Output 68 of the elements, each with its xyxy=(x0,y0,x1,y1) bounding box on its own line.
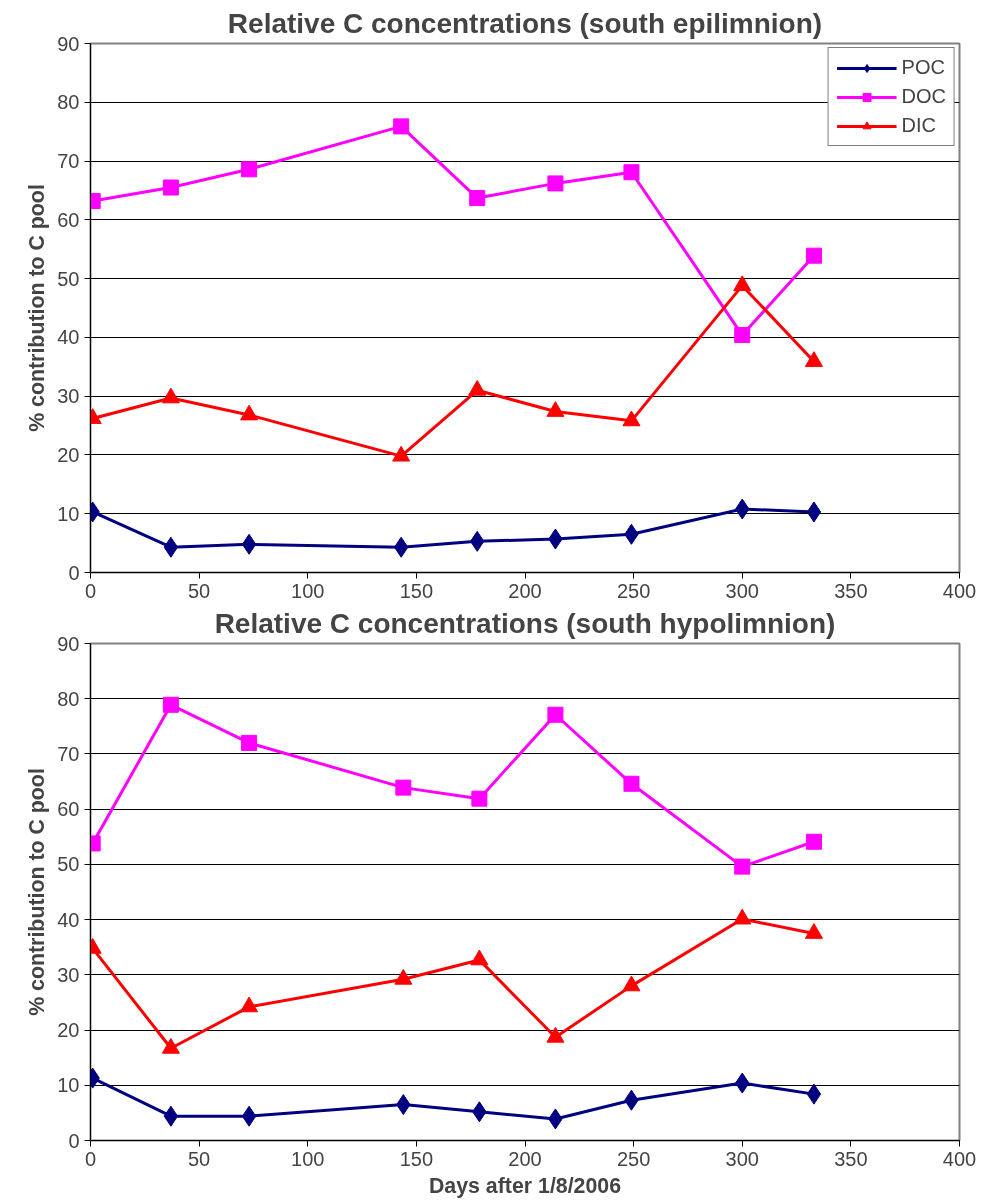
y-tick-label: 20 xyxy=(57,1019,80,1042)
point xyxy=(734,327,751,344)
point xyxy=(241,734,258,751)
x-tick-label: 350 xyxy=(834,1147,868,1170)
x-axis-title: Days after 1/8/2006 xyxy=(428,1173,622,1198)
point xyxy=(241,533,257,555)
point xyxy=(163,1105,179,1127)
point xyxy=(469,190,486,207)
x-tick-label: 200 xyxy=(508,579,542,602)
point xyxy=(805,833,822,850)
point xyxy=(162,179,179,196)
point xyxy=(162,696,179,713)
point xyxy=(547,175,564,192)
y-tick-label: 30 xyxy=(57,963,80,986)
point xyxy=(623,164,640,181)
chart-title: Relative C concentrations (south hypolimnion) xyxy=(214,607,836,639)
x-tick-label: 250 xyxy=(616,1147,651,1170)
x-tick-label: 100 xyxy=(291,579,325,602)
chart-title: Relative C concentrations (south epilimnion) xyxy=(227,7,823,39)
y-tick-label: 80 xyxy=(57,91,80,114)
y-tick-label: 10 xyxy=(57,502,80,525)
y-axis-title: % contribution to C pool xyxy=(25,184,50,432)
y-tick-label: 50 xyxy=(57,267,80,290)
x-tick-label: 400 xyxy=(942,1147,977,1170)
point xyxy=(805,247,822,264)
point xyxy=(623,775,640,792)
y-axis-title: % contribution to C pool xyxy=(25,768,50,1016)
y-tick-label: 70 xyxy=(57,150,80,173)
y-tick-label: 0 xyxy=(68,1129,80,1152)
y-tick-label: 40 xyxy=(57,908,80,931)
point xyxy=(241,1105,257,1127)
x-tick-label: 300 xyxy=(725,579,759,602)
y-tick-label: 80 xyxy=(57,687,80,710)
point xyxy=(806,501,822,523)
point xyxy=(241,161,258,178)
x-tick-label: 0 xyxy=(84,1147,97,1170)
point xyxy=(163,536,179,558)
x-tick-label: 350 xyxy=(834,579,868,602)
y-tick-label: 40 xyxy=(57,326,80,349)
y-tick-label: 60 xyxy=(57,208,80,231)
y-tick-label: 0 xyxy=(68,561,80,584)
point xyxy=(393,118,410,135)
x-tick-label: 50 xyxy=(188,1147,211,1170)
y-tick-label: 10 xyxy=(57,1074,80,1097)
x-tick-label: 250 xyxy=(616,579,651,602)
point xyxy=(471,790,488,807)
x-tick-label: 400 xyxy=(942,579,977,602)
point xyxy=(547,706,564,723)
x-tick-label: 150 xyxy=(399,1147,434,1170)
y-tick-label: 50 xyxy=(57,853,80,876)
x-tick-label: 150 xyxy=(399,579,434,602)
legend-label: DIC xyxy=(901,114,936,137)
y-tick-label: 90 xyxy=(57,632,80,655)
y-tick-label: 70 xyxy=(57,742,80,765)
y-tick-label: 90 xyxy=(57,32,80,55)
x-tick-label: 0 xyxy=(84,579,97,602)
legend-label: POC xyxy=(901,56,945,79)
y-tick-label: 60 xyxy=(57,798,80,821)
point xyxy=(734,858,751,875)
point xyxy=(806,1083,822,1105)
point xyxy=(395,779,412,796)
x-tick-label: 100 xyxy=(291,1147,325,1170)
legend-label: DOC xyxy=(901,85,946,108)
y-tick-label: 20 xyxy=(57,443,80,466)
x-tick-label: 200 xyxy=(508,1147,542,1170)
x-tick-label: 50 xyxy=(188,579,211,602)
y-tick-label: 30 xyxy=(57,385,80,408)
x-tick-label: 300 xyxy=(725,1147,759,1170)
